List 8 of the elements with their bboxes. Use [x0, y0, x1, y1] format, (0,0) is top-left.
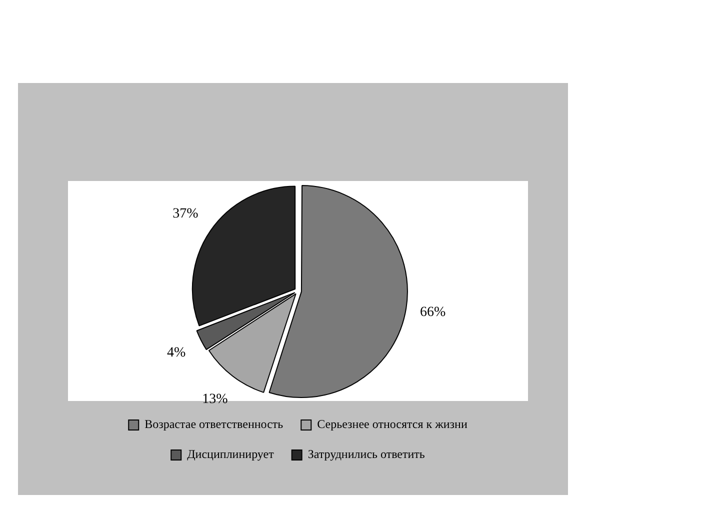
- legend-label: Возрастае ответственность: [144, 417, 284, 432]
- data-label: 13%: [202, 392, 228, 407]
- legend-label: Серьезнее относятся к жизни: [317, 417, 468, 432]
- data-label: 66%: [420, 305, 446, 320]
- legend-label: Затруднились ответить: [308, 447, 426, 462]
- legend-label: Дисциплинирует: [187, 447, 275, 462]
- data-label: 37%: [172, 206, 199, 222]
- data-label: 4%: [167, 346, 186, 361]
